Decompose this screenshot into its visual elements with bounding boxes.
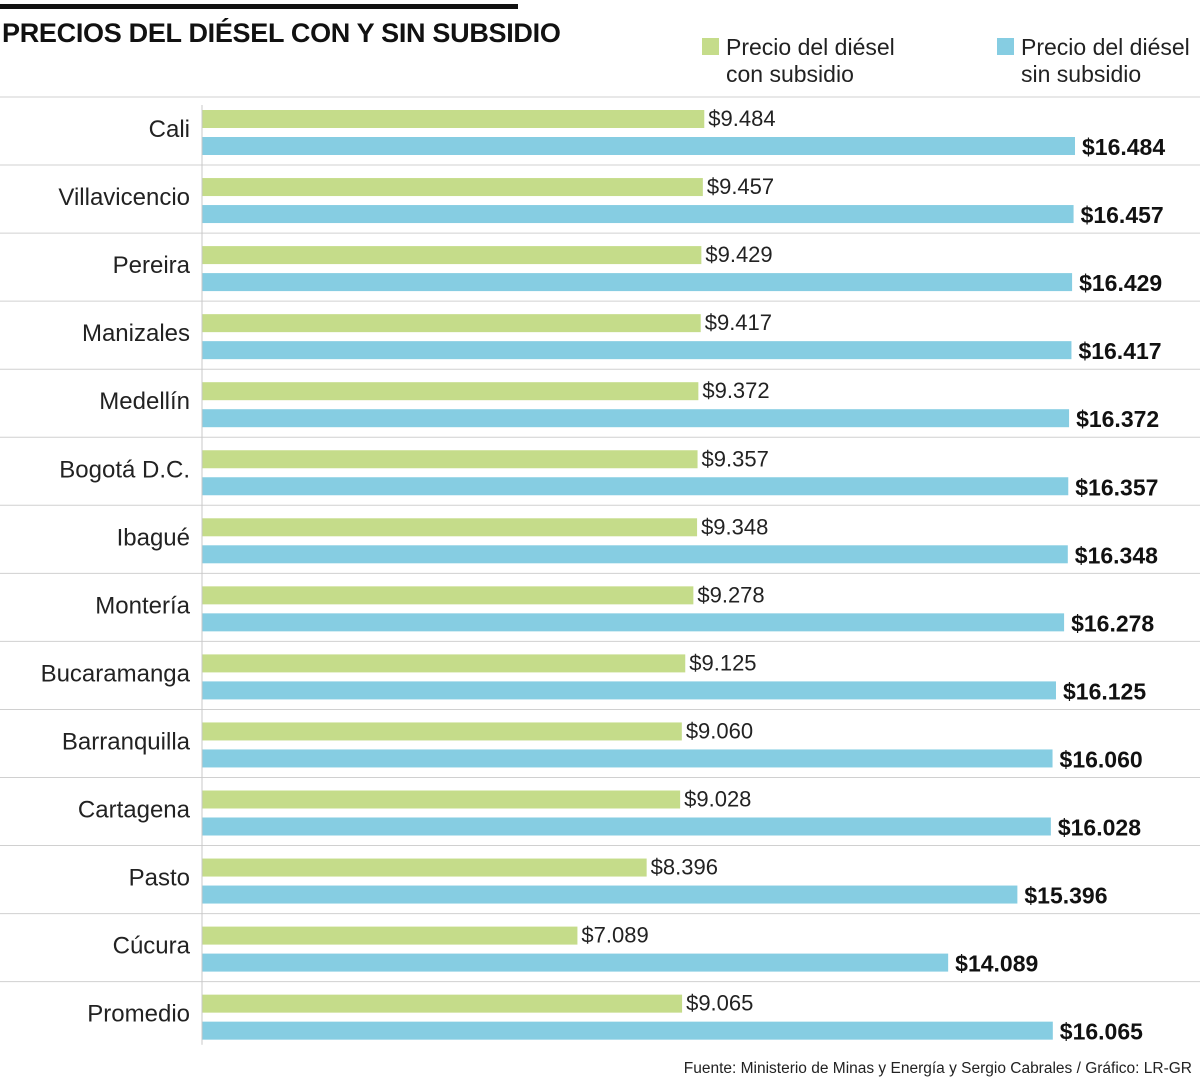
- category-label-manizales: Manizales: [82, 320, 190, 347]
- bar-with-subsidy-villavicencio: [202, 178, 703, 197]
- category-label-pasto: Pasto: [129, 865, 190, 892]
- bar-with-subsidy-manizales: [202, 314, 701, 333]
- bar-with-subsidy-cucura: [202, 926, 578, 945]
- bar-without-subsidy-pasto: [202, 885, 1018, 904]
- bar-without-subsidy-bucaramanga: [202, 681, 1056, 700]
- bar-without-subsidy-cali: [202, 137, 1075, 155]
- value-label-without-subsidy-bucaramanga: $16.125: [1063, 678, 1146, 704]
- category-label-cucura: Cúcura: [113, 933, 191, 960]
- value-label-without-subsidy-pereira: $16.429: [1079, 270, 1162, 296]
- legend-with-subsidy-line2: con subsidio: [726, 61, 854, 87]
- bar-with-subsidy-cali: [202, 110, 705, 128]
- bar-without-subsidy-pereira: [202, 273, 1073, 292]
- bar-without-subsidy-bogota-d-c: [202, 477, 1069, 496]
- bar-without-subsidy-ibague: [202, 545, 1068, 564]
- value-label-with-subsidy-medellin: $9.372: [702, 378, 769, 403]
- value-label-with-subsidy-pasto: $8.396: [651, 855, 718, 880]
- value-label-without-subsidy-cali: $16.484: [1082, 134, 1165, 160]
- category-label-cali: Cali: [149, 116, 190, 143]
- bar-with-subsidy-monteria: [202, 586, 694, 605]
- bar-without-subsidy-cucura: [202, 953, 949, 972]
- legend-without-subsidy-line1: Precio del diésel: [1021, 34, 1190, 60]
- bar-without-subsidy-manizales: [202, 341, 1072, 360]
- category-label-bucaramanga: Bucaramanga: [41, 660, 191, 687]
- value-label-without-subsidy-barranquilla: $16.060: [1060, 746, 1143, 772]
- value-label-without-subsidy-bogota-d-c: $16.357: [1075, 474, 1158, 500]
- category-label-medellin: Medellín: [99, 388, 190, 415]
- value-label-without-subsidy-medellin: $16.372: [1076, 406, 1159, 432]
- bar-without-subsidy-villavicencio: [202, 205, 1074, 224]
- value-label-with-subsidy-barranquilla: $9.060: [686, 718, 753, 743]
- value-label-with-subsidy-cali: $9.484: [708, 106, 775, 131]
- bar-with-subsidy-bucaramanga: [202, 654, 686, 673]
- value-label-without-subsidy-manizales: $16.417: [1078, 338, 1161, 364]
- legend-with-subsidy-line1: Precio del diésel: [726, 34, 895, 60]
- bar-without-subsidy-barranquilla: [202, 749, 1053, 768]
- bar-with-subsidy-barranquilla: [202, 722, 682, 741]
- category-label-promedio: Promedio: [87, 1001, 190, 1028]
- value-label-without-subsidy-villavicencio: $16.457: [1081, 202, 1164, 228]
- value-label-with-subsidy-pereira: $9.429: [705, 242, 772, 267]
- bar-with-subsidy-cartagena: [202, 790, 681, 809]
- value-label-without-subsidy-ibague: $16.348: [1075, 542, 1158, 568]
- value-label-with-subsidy-monteria: $9.278: [697, 582, 764, 607]
- value-label-with-subsidy-promedio: $9.065: [686, 991, 753, 1016]
- legend-label-without-subsidy: Precio del diésel sin subsidio: [1021, 34, 1200, 88]
- legend-swatch-with-subsidy: [702, 38, 719, 55]
- value-label-with-subsidy-ibague: $9.348: [701, 514, 768, 539]
- value-label-with-subsidy-cartagena: $9.028: [684, 787, 751, 812]
- value-label-with-subsidy-villavicencio: $9.457: [707, 174, 774, 199]
- top-rule: [0, 4, 518, 9]
- value-label-without-subsidy-cucura: $14.089: [955, 951, 1038, 977]
- bar-with-subsidy-promedio: [202, 994, 683, 1013]
- bar-without-subsidy-monteria: [202, 613, 1065, 632]
- value-label-without-subsidy-pasto: $15.396: [1024, 883, 1107, 909]
- value-label-with-subsidy-bucaramanga: $9.125: [689, 650, 756, 675]
- bar-with-subsidy-medellin: [202, 382, 699, 401]
- legend-label-with-subsidy: Precio del diésel con subsidio: [726, 34, 926, 88]
- value-label-without-subsidy-cartagena: $16.028: [1058, 815, 1141, 841]
- bar-with-subsidy-pereira: [202, 246, 702, 265]
- bar-with-subsidy-ibague: [202, 518, 698, 537]
- value-label-with-subsidy-cucura: $7.089: [581, 923, 648, 948]
- chart-title: PRECIOS DEL DIÉSEL CON Y SIN SUBSIDIO: [2, 18, 561, 48]
- category-label-cartagena: Cartagena: [78, 797, 191, 824]
- category-label-bogota-d-c: Bogotá D.C.: [59, 456, 190, 483]
- bar-with-subsidy-bogota-d-c: [202, 450, 698, 469]
- legend-without-subsidy-line2: sin subsidio: [1021, 61, 1142, 87]
- bar-without-subsidy-promedio: [202, 1021, 1053, 1040]
- category-label-villavicencio: Villavicencio: [58, 184, 190, 211]
- legend-swatch-without-subsidy: [997, 38, 1014, 55]
- value-label-without-subsidy-promedio: $16.065: [1060, 1019, 1143, 1045]
- category-label-pereira: Pereira: [113, 252, 191, 279]
- value-label-without-subsidy-monteria: $16.278: [1071, 610, 1154, 636]
- category-label-ibague: Ibagué: [117, 524, 190, 551]
- category-label-monteria: Montería: [95, 592, 190, 619]
- source-note: Fuente: Ministerio de Minas y Energía y …: [683, 1060, 1192, 1077]
- bar-without-subsidy-medellin: [202, 409, 1070, 428]
- value-label-with-subsidy-bogota-d-c: $9.357: [702, 446, 769, 471]
- bar-without-subsidy-cartagena: [202, 817, 1051, 836]
- value-label-with-subsidy-manizales: $9.417: [705, 310, 772, 335]
- category-label-barranquilla: Barranquilla: [62, 728, 191, 755]
- bar-with-subsidy-pasto: [202, 858, 647, 877]
